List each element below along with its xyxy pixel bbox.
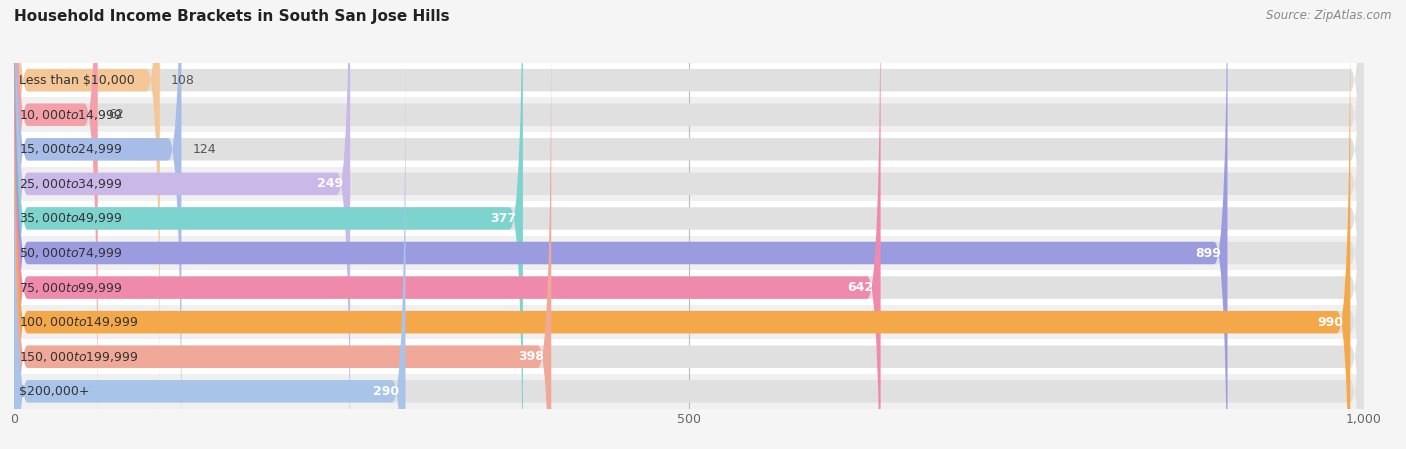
Bar	[14, 167, 1364, 201]
FancyBboxPatch shape	[14, 0, 1350, 449]
FancyBboxPatch shape	[14, 0, 98, 449]
Text: 108: 108	[170, 74, 194, 87]
Text: Source: ZipAtlas.com: Source: ZipAtlas.com	[1267, 9, 1392, 22]
Bar	[14, 97, 1364, 132]
FancyBboxPatch shape	[14, 57, 405, 449]
Text: $75,000 to $99,999: $75,000 to $99,999	[20, 281, 122, 295]
Text: $35,000 to $49,999: $35,000 to $49,999	[20, 211, 122, 225]
FancyBboxPatch shape	[14, 0, 181, 449]
FancyBboxPatch shape	[14, 0, 1364, 414]
Bar	[14, 63, 1364, 97]
Text: Household Income Brackets in South San Jose Hills: Household Income Brackets in South San J…	[14, 9, 450, 24]
FancyBboxPatch shape	[14, 0, 160, 414]
FancyBboxPatch shape	[14, 0, 1364, 449]
Text: $50,000 to $74,999: $50,000 to $74,999	[20, 246, 122, 260]
FancyBboxPatch shape	[14, 0, 1364, 449]
Bar	[14, 201, 1364, 236]
Bar	[14, 270, 1364, 305]
Text: 124: 124	[193, 143, 217, 156]
Text: 377: 377	[491, 212, 516, 225]
FancyBboxPatch shape	[14, 0, 1364, 449]
Text: Less than $10,000: Less than $10,000	[20, 74, 135, 87]
FancyBboxPatch shape	[14, 0, 1364, 449]
FancyBboxPatch shape	[14, 0, 880, 449]
FancyBboxPatch shape	[14, 22, 551, 449]
Text: 398: 398	[519, 350, 544, 363]
Text: $150,000 to $199,999: $150,000 to $199,999	[20, 350, 139, 364]
Text: 62: 62	[108, 108, 124, 121]
Text: 990: 990	[1317, 316, 1344, 329]
FancyBboxPatch shape	[14, 0, 1364, 449]
FancyBboxPatch shape	[14, 0, 1364, 449]
Bar	[14, 305, 1364, 339]
FancyBboxPatch shape	[14, 0, 523, 449]
Bar	[14, 339, 1364, 374]
Text: $15,000 to $24,999: $15,000 to $24,999	[20, 142, 122, 156]
Text: $10,000 to $14,999: $10,000 to $14,999	[20, 108, 122, 122]
FancyBboxPatch shape	[14, 0, 1364, 449]
Text: $100,000 to $149,999: $100,000 to $149,999	[20, 315, 139, 329]
FancyBboxPatch shape	[14, 57, 1364, 449]
FancyBboxPatch shape	[14, 0, 350, 449]
Text: 899: 899	[1195, 247, 1220, 260]
Text: 290: 290	[373, 385, 399, 398]
Bar	[14, 236, 1364, 270]
FancyBboxPatch shape	[14, 0, 1227, 449]
Text: $200,000+: $200,000+	[20, 385, 90, 398]
FancyBboxPatch shape	[14, 22, 1364, 449]
Text: 642: 642	[848, 281, 875, 294]
Text: $25,000 to $34,999: $25,000 to $34,999	[20, 177, 122, 191]
Text: 249: 249	[318, 177, 343, 190]
Bar	[14, 132, 1364, 167]
Bar	[14, 374, 1364, 409]
